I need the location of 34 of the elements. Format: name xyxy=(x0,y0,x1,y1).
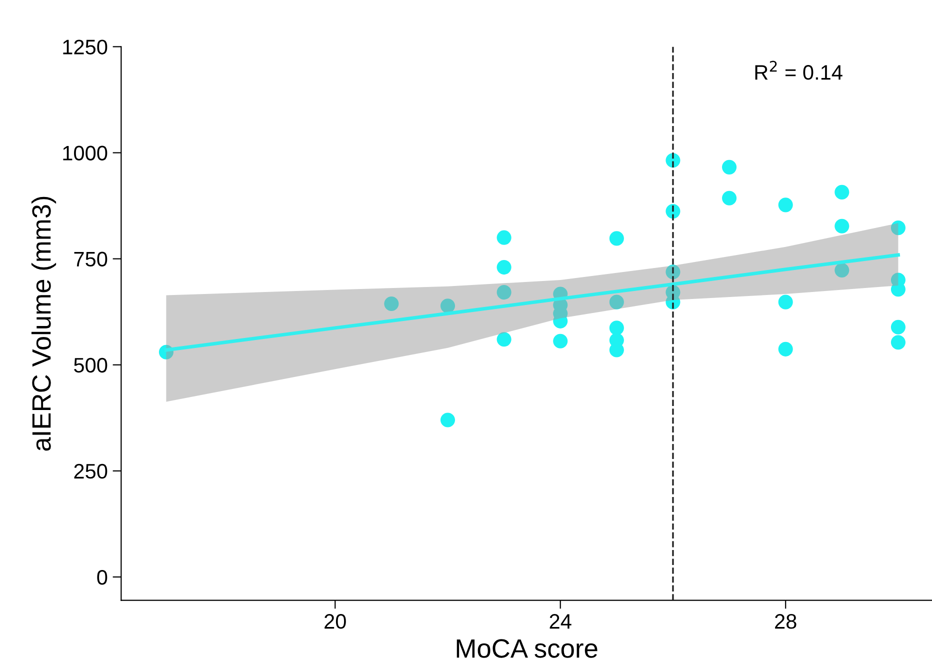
annotation: R$^{2}$ = 0.14 xyxy=(755,60,842,80)
point xyxy=(496,260,512,275)
point xyxy=(722,160,737,174)
point xyxy=(722,190,737,206)
point xyxy=(553,334,568,348)
point xyxy=(440,298,456,314)
point xyxy=(834,262,850,278)
x-tick-label: 28 xyxy=(775,614,796,629)
point xyxy=(440,412,456,428)
point xyxy=(496,332,512,347)
point xyxy=(834,218,850,234)
point xyxy=(496,285,512,300)
y-axis-title: aIERC Volume (mm3) xyxy=(31,196,56,451)
y-tick-label: 1250 xyxy=(63,40,108,54)
x-axis-title: MoCA score xyxy=(456,639,598,658)
point xyxy=(609,231,624,246)
y-tick-label: 1000 xyxy=(63,146,108,160)
point xyxy=(890,320,906,334)
x-tick-label: 24 xyxy=(550,614,572,629)
point xyxy=(778,198,793,212)
point xyxy=(609,320,624,336)
point xyxy=(609,294,624,310)
point xyxy=(778,342,793,356)
point xyxy=(890,220,906,236)
point xyxy=(496,230,512,245)
y-tick-label: 750 xyxy=(74,252,108,267)
x-tick-label: 20 xyxy=(324,614,346,629)
y-tick-label: 250 xyxy=(74,464,108,479)
point xyxy=(778,294,793,310)
y-tick-label: 0 xyxy=(97,570,108,585)
point xyxy=(890,335,906,350)
point xyxy=(384,296,399,312)
point xyxy=(834,184,850,200)
y-tick-label: 500 xyxy=(74,358,108,373)
